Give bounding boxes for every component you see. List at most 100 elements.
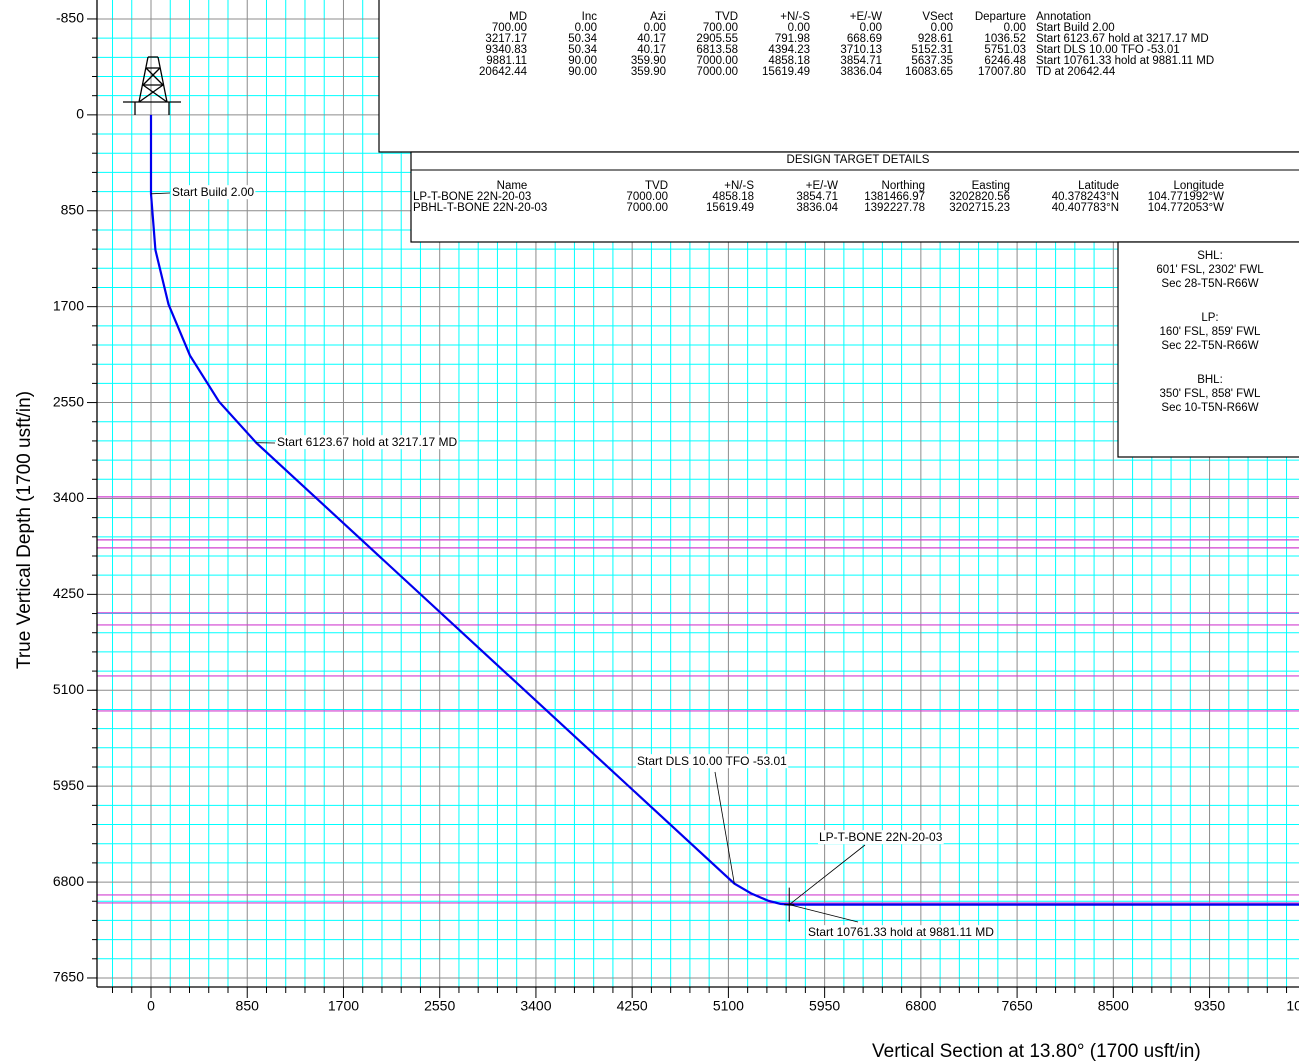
survey-cell: 0.00 [644,22,666,34]
survey-cell: Start Build 2.00 [1036,22,1115,34]
survey-cell: 1036.52 [984,33,1026,45]
target-header: +E/-W [806,180,838,192]
survey-cell: 9881.11 [486,55,527,67]
survey-cell: 0.00 [931,22,953,34]
target-label-bg [818,830,944,845]
annotation-bg [171,185,256,200]
x-tick-label: 10200 [1286,998,1299,1014]
target-cell: LP-T-BONE 22N-20-03 [413,191,531,203]
tables-layer [378,0,1299,458]
x-tick-label: 8500 [1098,998,1129,1014]
survey-cell: 7000.00 [696,66,738,78]
target-header: +N/-S [724,180,754,192]
annotation: Start 6123.67 hold at 3217.17 MD [277,435,457,449]
survey-cell: 3854.71 [840,55,882,67]
x-tick-label: 9350 [1194,998,1225,1014]
y-tick-label: 2550 [53,393,84,409]
survey-cell: 0.00 [575,22,597,34]
survey-cell: 0.00 [788,22,810,34]
survey-header: Departure [975,11,1026,23]
survey-cell: 15619.49 [762,66,810,78]
survey-cell: 2905.55 [696,33,738,45]
target-cell: 3202715.23 [949,202,1010,214]
location-box [1117,241,1299,458]
target-cell: 7000.00 [626,191,668,203]
target-cell: 40.407783°N [1052,202,1119,214]
survey-cell: 6813.58 [696,44,738,56]
survey-header: VSect [922,11,953,23]
survey-cell: 90.00 [568,55,597,67]
target-header: TVD [645,180,668,192]
survey-cell: 50.34 [568,44,597,56]
annotation: Start 10761.33 hold at 9881.11 MD [808,925,994,939]
survey-cell: 700.00 [492,22,527,34]
survey-header: +E/-W [850,11,882,23]
y-axis-label: True Vertical Depth (1700 usft/in) [14,391,35,669]
survey-cell: 0.00 [860,22,882,34]
target-header: Northing [882,180,925,192]
target-cell: PBHL-T-BONE 22N-20-03 [413,202,547,214]
survey-cell: 20642.44 [479,66,528,78]
annotation-bg [807,925,996,940]
annotation-leader [150,192,171,195]
x-tick-label: 850 [236,998,260,1014]
target-cell: 104.772053°W [1148,202,1224,214]
survey-cell: 9340.83 [485,44,527,56]
target-label: LP-T-BONE 22N-20-03 [819,830,943,844]
survey-cell: 5637.35 [911,55,953,67]
location-note: BHL: [1197,374,1223,386]
x-tick-label: 5100 [713,998,744,1014]
survey-cell: 0.00 [1004,22,1026,34]
survey-cell: 40.17 [637,44,666,56]
y-tick-label: 5950 [53,777,84,793]
survey-cell: 50.34 [568,33,597,45]
target-header: Longitude [1173,180,1224,192]
survey-cell: 16083.65 [905,66,953,78]
location-note: Sec 22-T5N-R66W [1161,340,1258,352]
y-tick-label: 850 [61,201,85,217]
survey-cell: Start 6123.67 hold at 3217.17 MD [1036,33,1209,45]
survey-cell: 791.98 [775,33,810,45]
annotation-bg [636,754,789,769]
x-tick-label: 1700 [328,998,359,1014]
annotation-leader [714,771,735,884]
location-note: 160' FSL, 859' FWL [1160,326,1262,338]
survey-header: +N/-S [780,11,810,23]
y-tick-label: 4250 [53,585,84,601]
target-cell: 104.771992°W [1148,191,1224,203]
x-tick-label: 5950 [809,998,840,1014]
survey-cell: 3710.13 [840,44,882,56]
y-tick-label: 7650 [53,969,84,985]
annotation-bg [276,435,459,450]
survey-cell: TD at 20642.44 [1036,66,1116,78]
y-tick-label: 0 [76,106,84,122]
survey-header: TVD [715,11,738,23]
survey-cell: 359.90 [631,55,666,67]
y-tick-label: 1700 [53,297,84,313]
x-tick-label: 4250 [617,998,648,1014]
location-note: Sec 10-T5N-R66W [1161,402,1258,414]
y-tick-label: 5100 [53,681,84,697]
location-note: Sec 28-T5N-R66W [1161,278,1258,290]
target-cell: 7000.00 [626,202,668,214]
survey-cell: 90.00 [568,66,597,78]
target-cell: 15619.49 [706,202,754,214]
survey-cell: 4858.18 [768,55,810,67]
x-tick-label: 7650 [1002,998,1033,1014]
survey-cell: 3217.17 [485,33,527,45]
target-cell: 40.378243°N [1052,191,1119,203]
survey-cell: 40.17 [637,33,666,45]
survey-cell: 6246.48 [984,55,1026,67]
survey-cell: 5152.31 [911,44,953,56]
survey-header: MD [509,11,527,23]
survey-header: Inc [582,11,598,23]
survey-cell: 17007.80 [978,66,1026,78]
survey-cell: 359.90 [631,66,666,78]
location-note: SHL: [1197,250,1223,262]
x-tick-label: 0 [147,998,155,1014]
survey-cell: 7000.00 [696,55,738,67]
survey-header: Annotation [1036,11,1091,23]
target-cell: 3202820.56 [949,191,1010,203]
survey-cell: 3836.04 [840,66,882,78]
